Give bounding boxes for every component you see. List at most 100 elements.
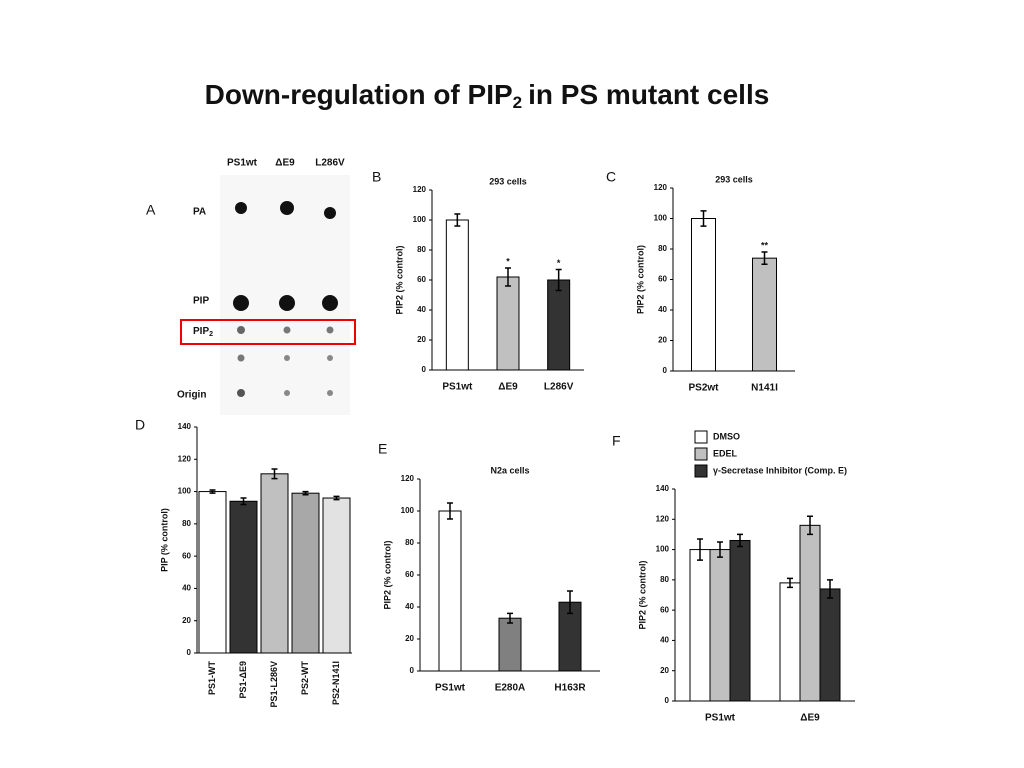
bar bbox=[752, 257, 777, 372]
y-tick-label: 0 bbox=[663, 366, 668, 375]
y-tick-label: 20 bbox=[658, 336, 667, 345]
lane-label: PS1wt bbox=[227, 158, 258, 169]
error-bar bbox=[697, 538, 703, 561]
bar bbox=[779, 582, 801, 702]
x-tick-label: PS1-ΔE9 bbox=[238, 661, 248, 699]
x-tick-label: E280A bbox=[495, 683, 526, 694]
y-tick-label: 40 bbox=[182, 584, 191, 593]
bar bbox=[496, 276, 520, 371]
x-tick-label: PS2wt bbox=[688, 383, 719, 394]
title-rest: in PS mutant cells bbox=[528, 79, 769, 110]
chart-title: 293 cells bbox=[715, 174, 753, 184]
y-tick-label: 80 bbox=[417, 245, 426, 254]
legend-label: EDEL bbox=[713, 448, 738, 458]
x-tick-label: L286V bbox=[544, 382, 574, 393]
y-tick-label: 40 bbox=[658, 305, 667, 314]
y-axis-label: PIP (% control) bbox=[159, 508, 169, 572]
y-tick-label: 40 bbox=[660, 636, 669, 645]
spots bbox=[233, 201, 338, 397]
y-tick-label: 0 bbox=[665, 696, 670, 705]
y-tick-label: 60 bbox=[417, 275, 426, 284]
legend-label: γ-Secretase Inhibitor (Comp. E) bbox=[713, 465, 847, 475]
y-tick-label: 80 bbox=[660, 575, 669, 584]
y-tick-label: 120 bbox=[401, 474, 415, 483]
title-sub: 2 bbox=[513, 93, 522, 112]
x-tick-label: N141I bbox=[751, 383, 778, 394]
panel-letter: E bbox=[378, 441, 387, 457]
y-tick-label: 120 bbox=[656, 514, 670, 523]
bar bbox=[691, 218, 716, 372]
y-tick-label: 0 bbox=[422, 365, 427, 374]
x-tick-label: PS1-WT bbox=[207, 661, 217, 696]
y-tick-label: 20 bbox=[417, 335, 426, 344]
y-tick-label: 20 bbox=[660, 666, 669, 675]
legend-label: DMSO bbox=[713, 431, 740, 441]
bar bbox=[689, 549, 711, 702]
x-tick-label: PS1wt bbox=[435, 683, 466, 694]
y-axis-label: PIP2 (% control) bbox=[394, 245, 404, 314]
bar bbox=[729, 539, 751, 702]
error-bar bbox=[787, 577, 793, 589]
error-bar bbox=[827, 579, 833, 599]
bar bbox=[498, 617, 522, 672]
y-axis-label: PIP2 (% control) bbox=[382, 540, 392, 609]
error-bar bbox=[454, 213, 461, 227]
bar bbox=[198, 491, 227, 654]
highlight-box bbox=[180, 319, 356, 345]
y-tick-label: 140 bbox=[178, 422, 192, 431]
error-bar bbox=[333, 495, 340, 501]
y-tick-label: 60 bbox=[660, 605, 669, 614]
y-tick-label: 60 bbox=[182, 551, 191, 560]
title-text: Down-regulation of PIP bbox=[205, 79, 513, 110]
annotation: * bbox=[557, 258, 561, 268]
x-tick-label: PS2-WT bbox=[300, 661, 310, 696]
error-bar bbox=[761, 251, 768, 265]
legend-swatch bbox=[694, 464, 708, 478]
error-bar bbox=[737, 533, 743, 548]
y-tick-label: 120 bbox=[654, 183, 668, 192]
chart-title: 293 cells bbox=[489, 176, 527, 186]
bar bbox=[438, 510, 462, 672]
panel-letter: F bbox=[612, 433, 621, 449]
y-tick-label: 0 bbox=[410, 666, 415, 675]
error-bar bbox=[271, 468, 278, 480]
error-bar bbox=[240, 497, 247, 506]
error-bar bbox=[567, 590, 573, 615]
y-tick-label: 100 bbox=[654, 214, 668, 223]
lane-label: L286V bbox=[315, 158, 345, 169]
y-tick-label: 120 bbox=[178, 454, 192, 463]
panel-letter: A bbox=[146, 202, 156, 218]
y-tick-label: 140 bbox=[656, 484, 670, 493]
spot-label: PIP2 bbox=[193, 326, 213, 338]
y-tick-label: 80 bbox=[182, 519, 191, 528]
x-tick-label: PS1-L286V bbox=[269, 661, 279, 708]
spot-sub: 2 bbox=[209, 331, 213, 338]
bar bbox=[445, 219, 469, 371]
y-tick-label: 40 bbox=[417, 305, 426, 314]
y-axis-label: PIP2 (% control) bbox=[637, 560, 647, 629]
y-tick-label: 60 bbox=[405, 570, 414, 579]
panel-letter: B bbox=[372, 169, 381, 185]
panel-letter: D bbox=[135, 417, 145, 433]
bar bbox=[291, 492, 320, 654]
chart-title: N2a cells bbox=[490, 465, 529, 475]
spot-label: Origin bbox=[177, 390, 206, 401]
error-bar bbox=[447, 502, 453, 520]
legend-swatch bbox=[694, 447, 708, 461]
x-tick-label: PS1wt bbox=[442, 382, 473, 393]
bar bbox=[260, 473, 289, 654]
bar bbox=[819, 588, 841, 702]
y-tick-label: 100 bbox=[656, 545, 670, 554]
x-tick-label: ΔE9 bbox=[498, 382, 518, 393]
error-bar bbox=[507, 612, 513, 624]
y-tick-label: 20 bbox=[182, 616, 191, 625]
spot-text: PIP bbox=[193, 326, 209, 337]
y-tick-label: 60 bbox=[658, 275, 667, 284]
y-axis-label: PIP2 (% control) bbox=[635, 245, 645, 314]
bar bbox=[229, 500, 258, 654]
y-tick-label: 100 bbox=[178, 487, 192, 496]
slide-title: Down-regulation of PIP2 in PS mutant cell… bbox=[205, 79, 770, 112]
legend-swatch bbox=[694, 430, 708, 444]
error-bar bbox=[555, 268, 562, 292]
